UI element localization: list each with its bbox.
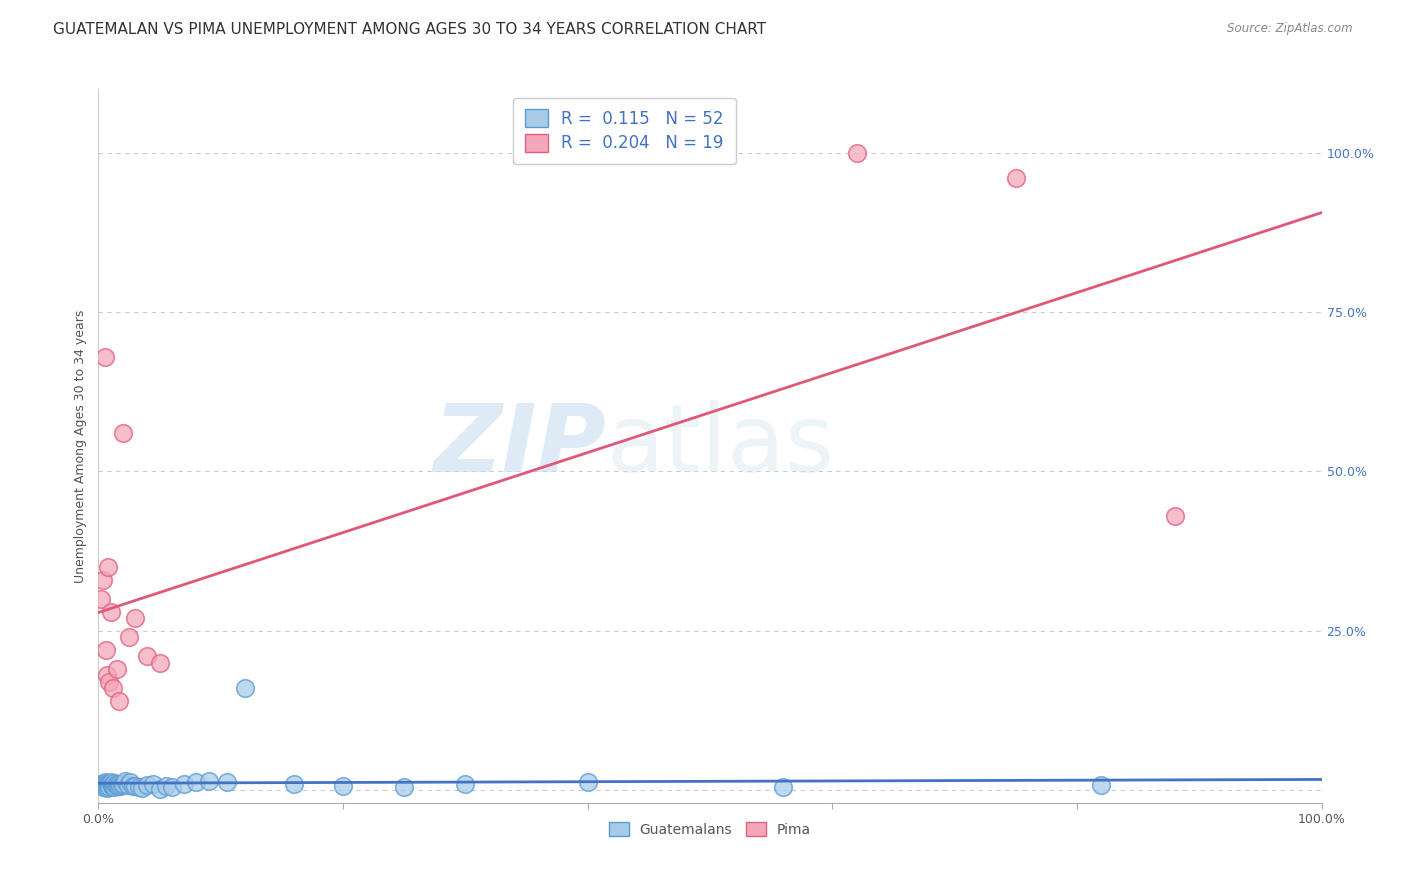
Point: [101, 681, 124, 695]
Point: [111, 778, 134, 792]
Point: [101, 778, 124, 792]
Point: [845, 145, 868, 160]
Point: [103, 776, 125, 790]
Point: [91, 778, 114, 792]
Point: [97, 778, 120, 792]
Point: [332, 779, 354, 793]
Point: [94, 643, 117, 657]
Point: [149, 781, 172, 796]
Point: [114, 773, 136, 788]
Legend: Guatemalans, Pima: Guatemalans, Pima: [603, 816, 817, 842]
Point: [93, 350, 115, 364]
Point: [117, 778, 139, 792]
Point: [233, 681, 256, 695]
Point: [90, 777, 112, 791]
Point: [108, 694, 131, 708]
Point: [105, 662, 128, 676]
Point: [96, 668, 118, 682]
Point: [94, 779, 117, 793]
Point: [160, 780, 183, 794]
Text: atlas: atlas: [606, 400, 834, 492]
Point: [96, 776, 118, 790]
Point: [108, 777, 131, 791]
Point: [128, 780, 150, 794]
Point: [283, 777, 305, 791]
Text: GUATEMALAN VS PIMA UNEMPLOYMENT AMONG AGES 30 TO 34 YEARS CORRELATION CHART: GUATEMALAN VS PIMA UNEMPLOYMENT AMONG AG…: [53, 22, 766, 37]
Point: [97, 560, 120, 574]
Point: [100, 605, 122, 619]
Point: [131, 781, 153, 796]
Point: [101, 779, 124, 793]
Point: [111, 426, 134, 441]
Point: [197, 773, 219, 788]
Y-axis label: Unemployment Among Ages 30 to 34 years: Unemployment Among Ages 30 to 34 years: [75, 310, 87, 582]
Point: [111, 777, 134, 791]
Point: [100, 775, 122, 789]
Point: [101, 777, 124, 791]
Point: [98, 779, 121, 793]
Point: [149, 656, 172, 670]
Point: [215, 775, 238, 789]
Point: [93, 779, 115, 793]
Point: [93, 775, 115, 789]
Point: [1164, 509, 1187, 524]
Point: [110, 779, 132, 793]
Point: [1090, 778, 1112, 792]
Point: [392, 780, 416, 794]
Point: [90, 591, 112, 606]
Point: [104, 778, 127, 792]
Point: [103, 780, 125, 794]
Point: [120, 775, 142, 789]
Point: [100, 777, 122, 791]
Point: [124, 611, 146, 625]
Point: [155, 779, 177, 793]
Point: [97, 777, 120, 791]
Point: [94, 777, 117, 791]
Point: [136, 649, 159, 664]
Text: ZIP: ZIP: [433, 400, 606, 492]
Point: [576, 775, 599, 789]
Text: Source: ZipAtlas.com: Source: ZipAtlas.com: [1227, 22, 1353, 36]
Point: [91, 573, 114, 587]
Point: [772, 780, 794, 794]
Point: [454, 777, 477, 791]
Point: [96, 780, 118, 795]
Point: [107, 779, 129, 793]
Point: [136, 778, 159, 792]
Point: [1004, 171, 1026, 186]
Point: [121, 779, 143, 793]
Point: [98, 674, 121, 689]
Point: [173, 777, 195, 791]
Point: [142, 777, 165, 791]
Point: [101, 779, 124, 793]
Point: [98, 780, 121, 794]
Point: [186, 775, 208, 789]
Point: [124, 779, 146, 793]
Point: [91, 780, 114, 794]
Point: [118, 630, 141, 644]
Point: [105, 777, 128, 791]
